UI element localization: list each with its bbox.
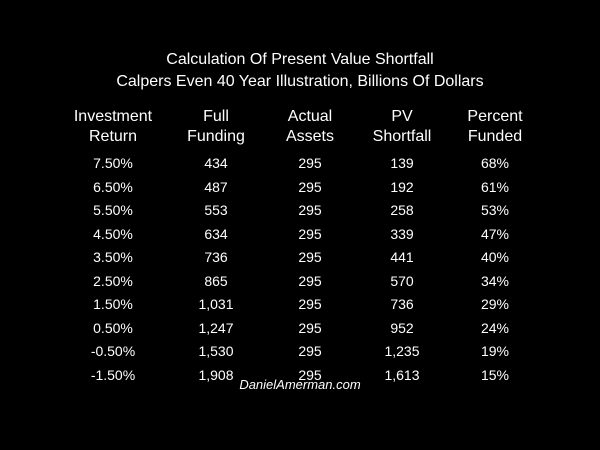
percent-funded-cell: 40% xyxy=(480,249,510,265)
actual-assets-cell: 295 xyxy=(298,319,322,336)
actual-assets-cell: 295 xyxy=(298,296,322,312)
pv-shortfall-cell: 736 xyxy=(390,296,414,312)
column-header-full-funding: Full Funding xyxy=(166,107,266,152)
full-funding-cell: 1,530 xyxy=(198,343,234,359)
chart-subtitle: Calpers Even 40 Year Illustration, Billi… xyxy=(116,73,484,90)
investment-return-cell: 3.50% xyxy=(93,249,133,265)
full-funding-cell: 434 xyxy=(204,155,228,171)
pv-shortfall-cell: 139 xyxy=(390,155,414,171)
investment-return-cell: 0.50% xyxy=(93,319,133,336)
header-line: Investment xyxy=(73,108,153,125)
table-header-row: Investment Return Full Funding Actual As… xyxy=(60,107,540,152)
pv-shortfall-cell: 1,613 xyxy=(384,366,420,383)
header-line: Return xyxy=(88,128,138,145)
investment-return-cell: 6.50% xyxy=(93,178,133,195)
full-funding-cell: 1,247 xyxy=(198,319,234,336)
actual-assets-cell: 295 xyxy=(298,366,322,383)
header-line: Assets xyxy=(285,128,334,145)
table-row: -1.50% 1,908 295 1,613 15% xyxy=(60,364,540,388)
table-row: 5.50% 553 295 258 53% xyxy=(60,199,540,223)
pv-shortfall-cell: 258 xyxy=(390,202,414,218)
pv-shortfall-cell: 952 xyxy=(390,319,414,336)
header-line: Funding xyxy=(187,128,245,145)
table-body: 7.50% 434 295 139 68% 6.50% 487 295 192 61% 5.50% 5… xyxy=(60,152,540,387)
percent-funded-cell: 61% xyxy=(480,178,510,195)
pv-shortfall-cell: 192 xyxy=(390,178,414,195)
actual-assets-cell: 295 xyxy=(298,202,322,218)
header-line: Percent xyxy=(467,108,523,125)
investment-return-cell: 7.50% xyxy=(93,155,133,171)
table-row: 0.50% 1,247 295 952 24% xyxy=(60,317,540,341)
header-line: Actual xyxy=(287,108,333,125)
actual-assets-cell: 295 xyxy=(298,343,322,359)
actual-assets-cell: 295 xyxy=(298,155,322,171)
chart-title: Calculation Of Present Value Shortfall xyxy=(166,51,434,68)
column-header-pv-shortfall: PV Shortfall xyxy=(354,107,450,152)
investment-return-cell: -1.50% xyxy=(90,366,136,383)
table-row: 7.50% 434 295 139 68% xyxy=(60,152,540,176)
full-funding-cell: 553 xyxy=(204,202,228,218)
investment-return-cell: -0.50% xyxy=(90,343,136,359)
header-line: Funded xyxy=(467,128,523,145)
pv-shortfall-cell: 570 xyxy=(390,272,414,289)
column-header-actual-assets: Actual Assets xyxy=(266,107,354,152)
source-credit: DanielAmerman.com xyxy=(239,377,361,392)
table-row: 3.50% 736 295 441 40% xyxy=(60,246,540,270)
full-funding-cell: 487 xyxy=(204,178,228,195)
investment-return-cell: 1.50% xyxy=(93,296,133,312)
investment-return-cell: 4.50% xyxy=(93,225,133,242)
investment-return-cell: 5.50% xyxy=(93,202,133,218)
percent-funded-cell: 15% xyxy=(480,366,510,383)
percent-funded-cell: 53% xyxy=(480,202,510,218)
percent-funded-cell: 19% xyxy=(480,343,510,359)
percent-funded-cell: 68% xyxy=(480,155,510,171)
actual-assets-cell: 295 xyxy=(298,249,322,265)
pv-shortfall-cell: 441 xyxy=(390,249,414,265)
full-funding-cell: 1,908 xyxy=(198,366,234,383)
column-header-percent-funded: Percent Funded xyxy=(450,107,540,152)
percent-funded-cell: 24% xyxy=(480,319,510,336)
table-row: 4.50% 634 295 339 47% xyxy=(60,223,540,247)
column-header-investment-return: Investment Return xyxy=(60,107,166,152)
table-row: 1.50% 1,031 295 736 29% xyxy=(60,293,540,317)
percent-funded-cell: 34% xyxy=(480,272,510,289)
table-row: 2.50% 865 295 570 34% xyxy=(60,270,540,294)
full-funding-cell: 1,031 xyxy=(198,296,234,312)
full-funding-cell: 634 xyxy=(204,225,228,242)
pv-shortfall-cell: 1,235 xyxy=(384,343,420,359)
percent-funded-cell: 47% xyxy=(480,225,510,242)
actual-assets-cell: 295 xyxy=(298,272,322,289)
header-line: PV xyxy=(391,108,413,125)
present-value-table: Investment Return Full Funding Actual As… xyxy=(60,107,540,387)
table-row: -0.50% 1,530 295 1,235 19% xyxy=(60,340,540,364)
header-line: Full xyxy=(203,108,229,125)
actual-assets-cell: 295 xyxy=(298,178,322,195)
full-funding-cell: 865 xyxy=(204,272,228,289)
full-funding-cell: 736 xyxy=(204,249,228,265)
actual-assets-cell: 295 xyxy=(298,225,322,242)
percent-funded-cell: 29% xyxy=(480,296,510,312)
investment-return-cell: 2.50% xyxy=(93,272,133,289)
header-line: Shortfall xyxy=(372,128,432,145)
table-row: 6.50% 487 295 192 61% xyxy=(60,176,540,200)
pv-shortfall-cell: 339 xyxy=(390,225,414,242)
